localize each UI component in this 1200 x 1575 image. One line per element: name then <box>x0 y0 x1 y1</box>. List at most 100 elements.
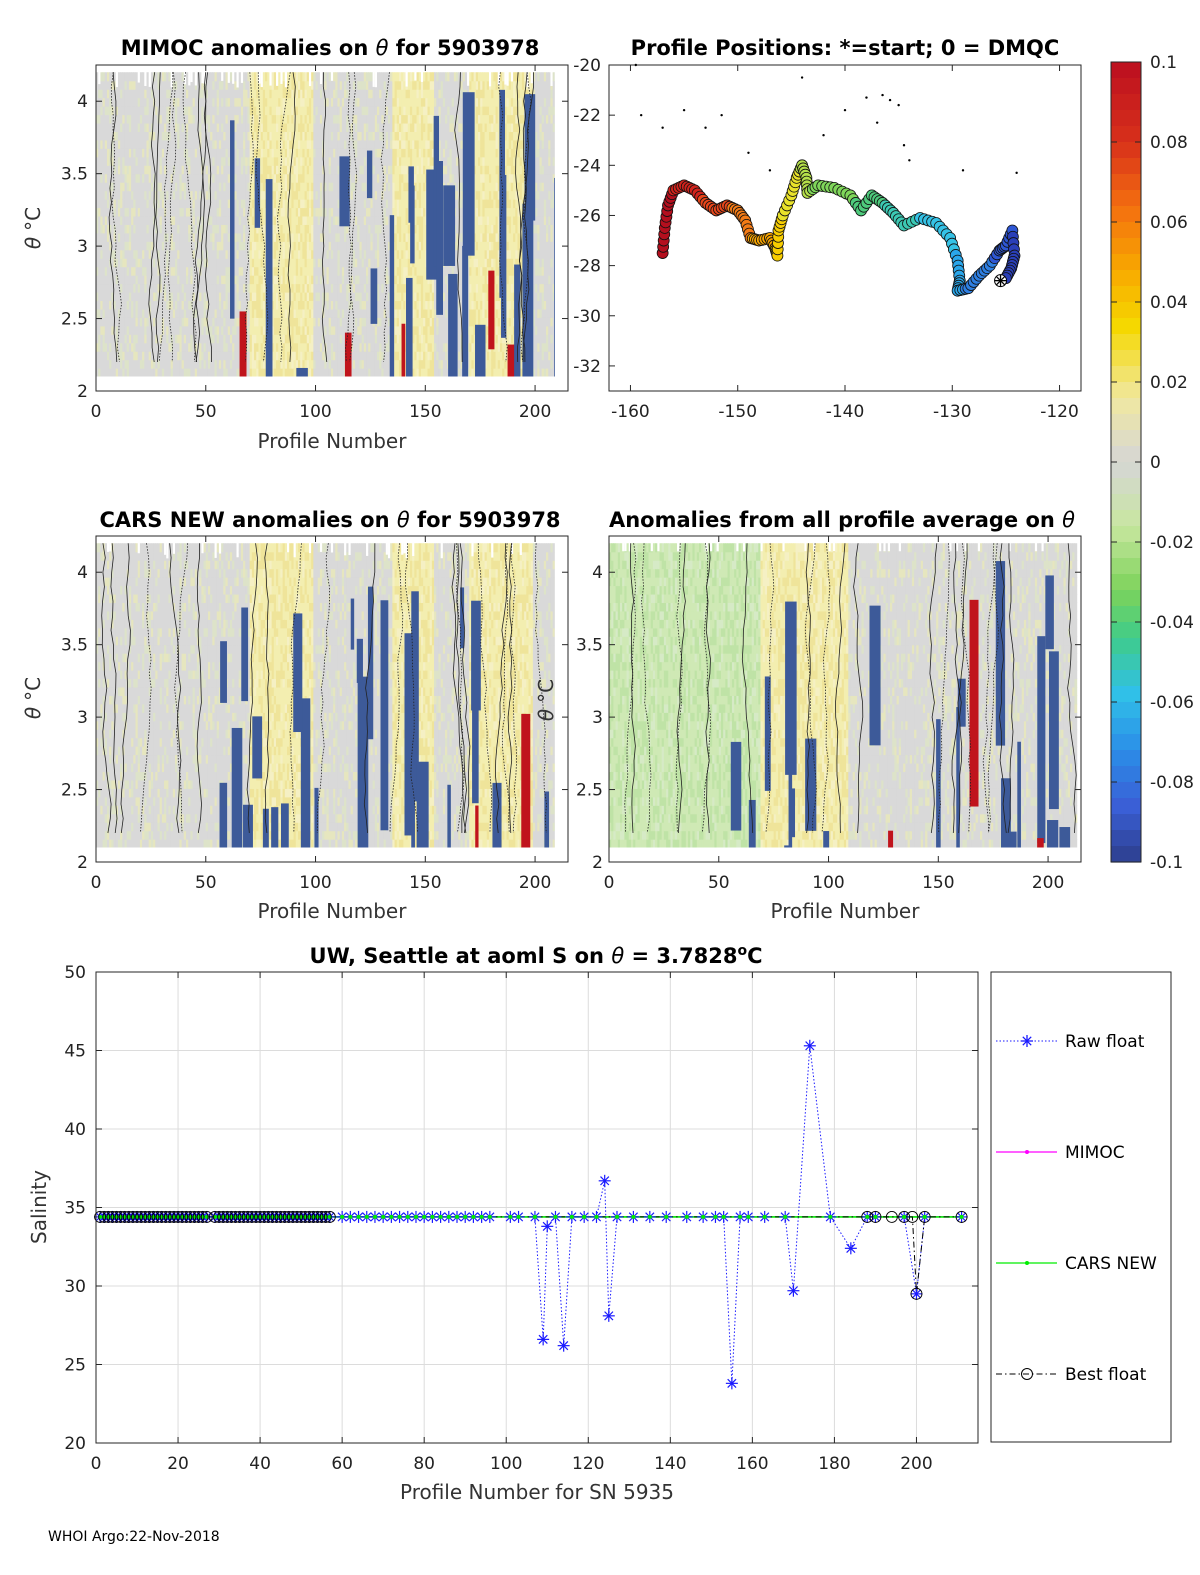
heatmap-cell <box>150 317 154 327</box>
heatmap-cell <box>179 182 183 192</box>
heatmap-cell <box>126 72 130 82</box>
heatmap-cell <box>128 199 132 209</box>
heatmap-cell <box>106 89 110 99</box>
heatmap-cell <box>355 131 358 141</box>
heatmap-cell <box>352 334 356 344</box>
heatmap-cell <box>164 266 167 276</box>
heatmap-cell <box>238 89 242 99</box>
heatmap-cell <box>113 139 117 149</box>
heatmap-cell <box>258 80 262 90</box>
heatmap-cell <box>186 258 189 268</box>
heatmap-cell <box>357 139 361 149</box>
heatmap-cell <box>148 224 152 234</box>
heatmap-cell <box>260 300 264 310</box>
heatmap-cell <box>339 114 343 124</box>
heatmap-cell <box>243 249 246 259</box>
heatmap-cell <box>216 89 220 99</box>
heatmap-cell <box>260 182 264 192</box>
heatmap-cell <box>361 215 365 225</box>
heatmap-cell <box>236 249 240 259</box>
heatmap-cell <box>352 300 356 310</box>
heatmap-cell <box>328 173 332 183</box>
heatmap-cell <box>179 249 183 259</box>
heatmap-cell <box>238 173 242 183</box>
heatmap-cell <box>192 122 196 133</box>
heatmap-cell <box>322 207 325 217</box>
heatmap-cell <box>324 368 328 378</box>
heatmap-cell <box>166 165 170 175</box>
heatmap-cell <box>240 215 244 225</box>
heatmap-cell <box>284 351 288 361</box>
heatmap-cell <box>319 351 323 361</box>
heatmap-cell <box>370 122 374 133</box>
heatmap-cell <box>341 72 345 82</box>
heatmap-cell <box>175 342 178 352</box>
heatmap-cell <box>126 131 130 141</box>
heatmap-cell <box>124 139 128 149</box>
heatmap-cell <box>322 258 325 268</box>
heatmap-cell <box>271 359 275 369</box>
heatmap-cell <box>186 266 189 276</box>
heatmap-cell <box>357 283 361 293</box>
heatmap-cell <box>120 291 123 302</box>
heatmap-cell <box>341 359 345 369</box>
heatmap-cell <box>234 80 238 90</box>
heatmap-cell <box>291 114 295 124</box>
heatmap-cell <box>377 199 380 209</box>
heatmap-cell <box>271 308 275 318</box>
heatmap-cell <box>234 139 238 149</box>
heatmap-cell <box>282 249 286 259</box>
heatmap-cell <box>240 207 244 217</box>
heatmap-cell <box>207 283 211 293</box>
heatmap-cell <box>311 72 314 82</box>
heatmap-cell <box>357 266 361 276</box>
heatmap-cell <box>175 72 178 82</box>
heatmap-cell <box>223 89 227 99</box>
heatmap-cell <box>194 291 198 302</box>
heatmap-cell <box>124 275 128 285</box>
heatmap-cell <box>98 342 101 352</box>
heatmap-cell <box>100 139 104 149</box>
heatmap-cell <box>240 165 244 175</box>
heatmap-cell <box>194 114 198 124</box>
heatmap-cell <box>133 199 137 209</box>
heatmap-cell <box>194 232 198 242</box>
heatmap-cell <box>120 224 123 234</box>
heatmap-cell <box>142 72 145 82</box>
heatmap-cell <box>194 275 198 285</box>
heatmap-cell <box>210 241 213 251</box>
heatmap-cell <box>234 266 238 276</box>
heatmap-cell <box>106 283 110 293</box>
heatmap-cell <box>131 122 134 133</box>
heatmap-cell <box>273 266 277 276</box>
heatmap-cell <box>366 368 369 378</box>
heatmap-cell <box>330 283 334 293</box>
heatmap-cell <box>341 258 345 268</box>
heatmap-cell <box>335 131 339 141</box>
heatmap-cell <box>214 334 218 344</box>
heatmap-cell <box>392 148 396 158</box>
heatmap-cell <box>161 199 165 209</box>
heatmap-cell <box>280 80 284 90</box>
heatmap-cell <box>146 359 150 369</box>
heatmap-cell <box>155 207 159 217</box>
heatmap-cell <box>350 283 354 293</box>
heatmap-cell <box>344 317 347 327</box>
heatmap-cell <box>304 283 308 293</box>
heatmap-cell <box>355 89 358 99</box>
heatmap-cell <box>368 300 372 310</box>
heatmap-cell <box>286 232 290 242</box>
heatmap-cell <box>172 207 176 217</box>
heatmap-cell <box>295 275 299 285</box>
heatmap-cell <box>234 275 238 285</box>
heatmap-cell <box>256 359 260 369</box>
heatmap-cell <box>302 199 306 209</box>
heatmap-cell <box>170 139 174 149</box>
heatmap-cell <box>126 300 130 310</box>
heatmap-cell <box>306 97 310 107</box>
heatmap-cell <box>284 232 288 242</box>
heatmap-cell <box>381 368 385 378</box>
heatmap-cell <box>100 258 104 268</box>
heatmap-cell <box>355 308 358 318</box>
heatmap-cell <box>223 368 227 378</box>
